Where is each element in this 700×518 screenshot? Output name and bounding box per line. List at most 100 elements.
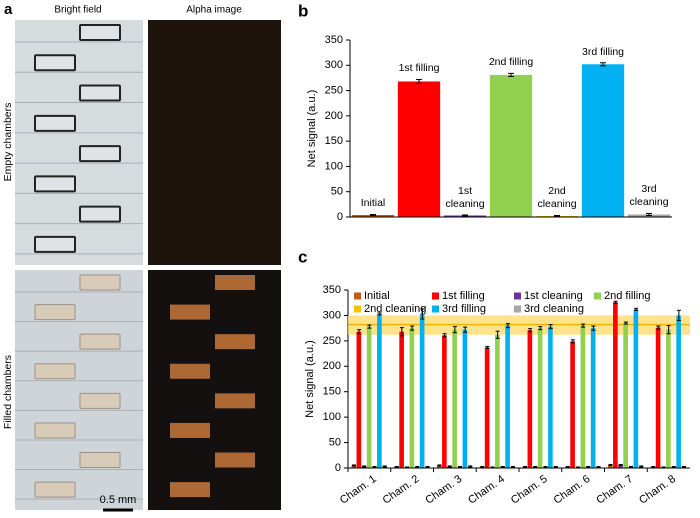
bar — [580, 325, 586, 468]
category-label: 2nd filling — [489, 56, 533, 68]
bar — [377, 313, 382, 468]
row-label: Empty chambers — [2, 103, 14, 182]
category-label: 3rd cleaning — [629, 183, 669, 209]
chamber — [34, 114, 76, 132]
chamber — [34, 422, 76, 439]
legend-swatch — [432, 292, 439, 300]
y-tick-label: 300 — [325, 59, 343, 71]
chamber-signal — [170, 482, 210, 498]
chamber-signal — [170, 422, 210, 438]
bar — [607, 464, 613, 468]
bar — [633, 309, 639, 468]
chamber — [79, 392, 121, 409]
alpha-image — [148, 20, 281, 265]
bar — [676, 315, 681, 468]
category-label: 1st cleaning — [445, 184, 485, 210]
chamber — [79, 333, 121, 350]
bar — [409, 328, 415, 468]
x-tick-label: Cham. 5 — [509, 473, 550, 507]
legend-swatch — [514, 292, 521, 300]
chamber — [34, 235, 76, 253]
chamber — [34, 175, 76, 193]
x-tick-label: Cham. 2 — [381, 473, 422, 507]
panel-label: b — [298, 1, 308, 20]
bar — [419, 313, 425, 468]
category-label: 3rd cleaning — [629, 183, 669, 209]
bar — [570, 341, 575, 468]
scale-label: 0.5 mm — [100, 494, 137, 506]
bar — [366, 326, 372, 468]
x-tick-label: Cham. 1 — [338, 473, 379, 507]
legend-swatch — [514, 305, 521, 313]
chamber — [34, 481, 76, 498]
chamber-signal — [215, 452, 255, 468]
legend-label: 2nd filling — [604, 290, 650, 302]
y-tick-label: 350 — [325, 34, 343, 46]
category-label: 3rd filling — [581, 45, 625, 58]
category-label: 1st cleaning — [445, 184, 485, 210]
bar — [442, 335, 447, 468]
bar — [618, 464, 623, 468]
bar — [462, 329, 468, 468]
bar — [537, 328, 543, 468]
y-axis-label: Net signal (a.u.) — [306, 90, 318, 168]
legend-label: 3rd filling — [442, 303, 486, 315]
chamber — [79, 274, 121, 291]
bar — [548, 326, 553, 468]
y-tick-label: 150 — [325, 135, 343, 147]
category-label: Initial — [360, 197, 386, 210]
legend-label: 1st filling — [442, 290, 485, 302]
x-tick-label: Cham. 4 — [466, 473, 507, 507]
chamber — [79, 205, 121, 223]
y-tick-label: 50 — [329, 436, 341, 448]
x-tick-label: Cham. 3 — [423, 473, 464, 507]
category-label: 1st filling — [398, 62, 440, 75]
chamber — [79, 24, 121, 41]
column-header: Bright field — [54, 5, 101, 16]
panel-label: a — [4, 1, 13, 18]
alpha-image — [148, 270, 281, 510]
category-label: 2nd cleaning — [537, 185, 577, 211]
chamber — [79, 452, 121, 469]
chamber-signal — [215, 393, 255, 409]
y-tick-label: 100 — [325, 160, 343, 172]
y-tick-label: 250 — [325, 84, 343, 96]
bar — [356, 331, 362, 468]
legend-swatch — [594, 292, 601, 300]
chamber-signal — [215, 334, 255, 350]
chamber-signal — [170, 363, 210, 379]
chamber — [34, 363, 76, 380]
y-tick-label: 200 — [323, 360, 341, 372]
x-tick-label: Cham. 6 — [552, 473, 593, 507]
category-label: 1st filling — [398, 62, 440, 75]
chamber-signal — [215, 275, 255, 290]
legend-label: 2nd cleaning — [364, 303, 426, 315]
micrographs: 0.5 mm — [15, 20, 281, 512]
x-tick-label: Cham. 7 — [594, 473, 635, 507]
chamber — [34, 304, 76, 321]
y-tick-label: 50 — [331, 186, 343, 198]
bar — [495, 334, 500, 468]
bar — [505, 325, 510, 468]
category-label: Initial — [360, 197, 386, 210]
bar — [397, 81, 441, 218]
bar — [436, 465, 442, 468]
legend-label: 3rd cleaning — [524, 303, 584, 315]
bar — [581, 64, 625, 217]
bar — [452, 329, 457, 468]
y-tick-label: 350 — [323, 284, 341, 296]
column-header: Alpha image — [186, 5, 242, 16]
bar — [351, 465, 357, 468]
bar — [484, 347, 490, 468]
y-tick-label: 150 — [323, 386, 341, 398]
category-label: 2nd cleaning — [537, 185, 577, 211]
chamber — [34, 54, 76, 72]
panel-label: c — [298, 247, 307, 266]
row-label: Filled chambers — [2, 355, 14, 429]
y-tick-label: 100 — [323, 411, 341, 423]
bar — [666, 329, 671, 468]
y-tick-label: 300 — [323, 309, 341, 321]
bar — [623, 323, 628, 468]
bar — [655, 327, 661, 468]
